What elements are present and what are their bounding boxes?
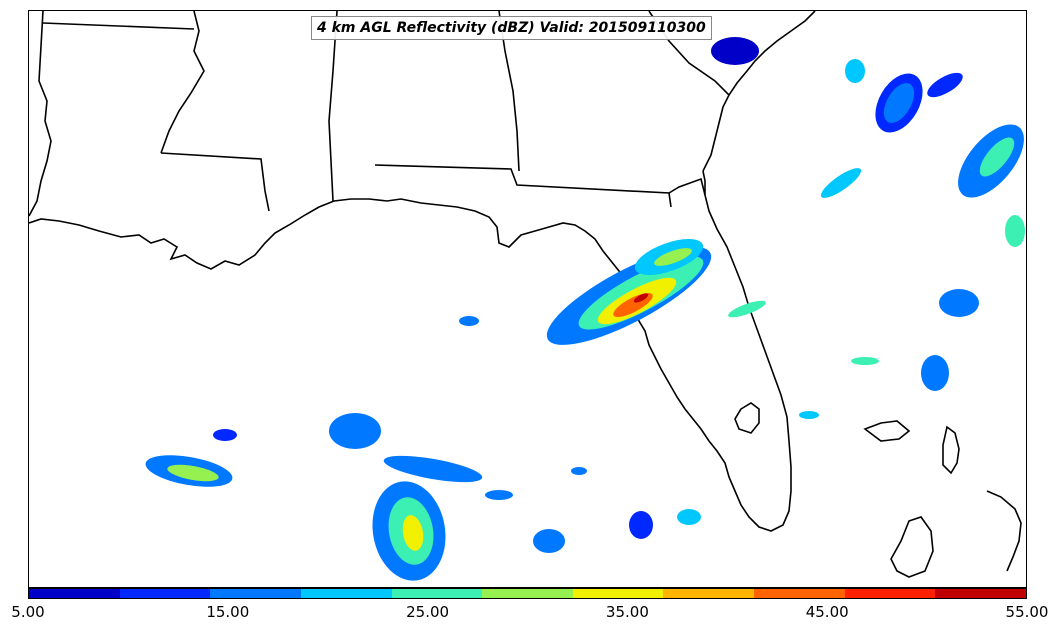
echo-cluster	[629, 511, 653, 539]
echo-cluster	[728, 300, 766, 318]
echo-cluster	[820, 168, 862, 198]
echo-cluster	[654, 248, 692, 266]
colorbar-tick-label: 35.00	[605, 603, 649, 621]
echo-cluster	[383, 455, 483, 483]
colorbar-segment	[29, 589, 120, 598]
map-panel: 4 km AGL Reflectivity (dBZ) Valid: 20150…	[28, 10, 1027, 588]
fl-ga-border	[668, 177, 706, 196]
colorbar-tick-label: 15.00	[206, 603, 250, 621]
colorbar-segment	[300, 589, 392, 598]
colorbar-tick-label: 45.00	[805, 603, 849, 621]
echo-cluster	[167, 464, 219, 482]
reflectivity-map	[29, 11, 1025, 581]
colorbar-segment	[119, 589, 211, 598]
mississippi-river	[160, 11, 205, 154]
echo-cluster	[402, 515, 424, 551]
colorbar-segment	[754, 589, 845, 598]
colorbar-segment	[844, 589, 936, 598]
bahamas-island-2	[942, 425, 960, 475]
echo-cluster	[979, 137, 1015, 177]
ms-al-border	[328, 11, 338, 202]
colorbar-segment	[210, 589, 301, 598]
echo-cluster	[213, 429, 237, 441]
ms-la-border	[160, 152, 270, 212]
colorbar-tick-label: 25.00	[406, 603, 450, 621]
echo-cluster	[633, 293, 649, 303]
echo-cluster	[883, 83, 915, 123]
atlantic-coastline	[702, 11, 816, 172]
geography-lines	[29, 11, 1022, 578]
colorbar	[28, 588, 1027, 599]
colorbar-segment	[935, 589, 1027, 598]
al-fl-border	[374, 164, 672, 208]
echo-cluster	[1005, 215, 1025, 247]
arkansas-border	[42, 22, 195, 30]
cuba-coastline	[890, 516, 934, 578]
echo-cluster	[845, 59, 865, 83]
map-title: 4 km AGL Reflectivity (dBZ) Valid: 20150…	[311, 16, 712, 40]
bahamas-island	[863, 420, 911, 442]
echo-cluster	[459, 316, 479, 326]
reflectivity-echoes	[145, 37, 1025, 581]
colorbar-tick-label: 55.00	[1005, 603, 1049, 621]
lake-okeechobee	[734, 402, 760, 434]
colorbar-segment	[663, 589, 755, 598]
colorbar-segment	[572, 589, 664, 598]
echo-cluster	[329, 413, 381, 449]
echo-cluster	[939, 289, 979, 317]
echo-cluster	[851, 357, 879, 365]
gulf-coastline	[29, 170, 792, 532]
louisiana-border	[29, 11, 52, 217]
echo-cluster	[571, 467, 587, 475]
colorbar-segment	[482, 589, 573, 598]
bahamas-coastline	[986, 490, 1022, 572]
echo-cluster	[533, 529, 565, 553]
colorbar-tick-label: 5.00	[11, 603, 45, 621]
echo-cluster	[711, 37, 759, 65]
echo-cluster	[485, 490, 513, 500]
echo-cluster	[921, 355, 949, 391]
colorbar-segment	[391, 589, 483, 598]
echo-cluster	[677, 509, 701, 525]
echo-cluster	[799, 411, 819, 419]
echo-cluster	[927, 72, 963, 98]
